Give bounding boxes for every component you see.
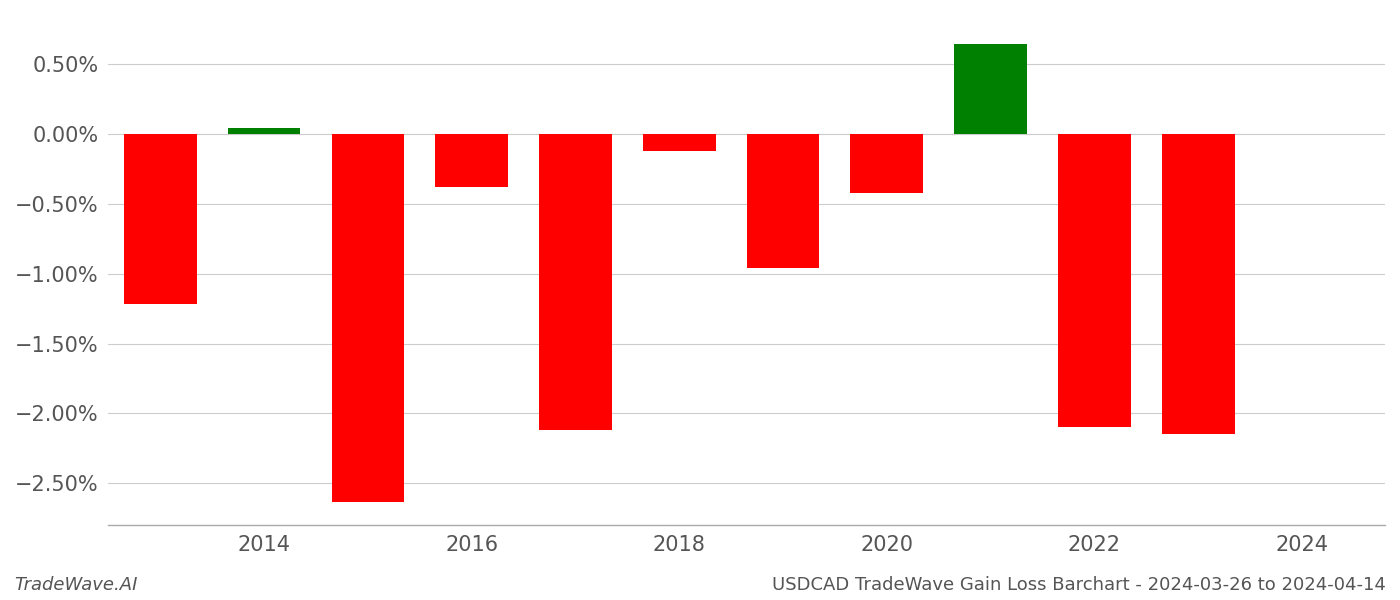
Bar (539, 134, 612, 430)
Bar (643, 134, 715, 151)
Bar (955, 44, 1028, 134)
Bar (1162, 134, 1235, 434)
Bar (125, 134, 196, 304)
Bar (1058, 134, 1131, 427)
Text: USDCAD TradeWave Gain Loss Barchart - 2024-03-26 to 2024-04-14: USDCAD TradeWave Gain Loss Barchart - 20… (773, 576, 1386, 594)
Text: TradeWave.AI: TradeWave.AI (14, 576, 137, 594)
Bar (228, 128, 301, 134)
Bar (332, 134, 405, 502)
Bar (435, 134, 508, 187)
Bar (850, 134, 923, 193)
Bar (746, 134, 819, 268)
